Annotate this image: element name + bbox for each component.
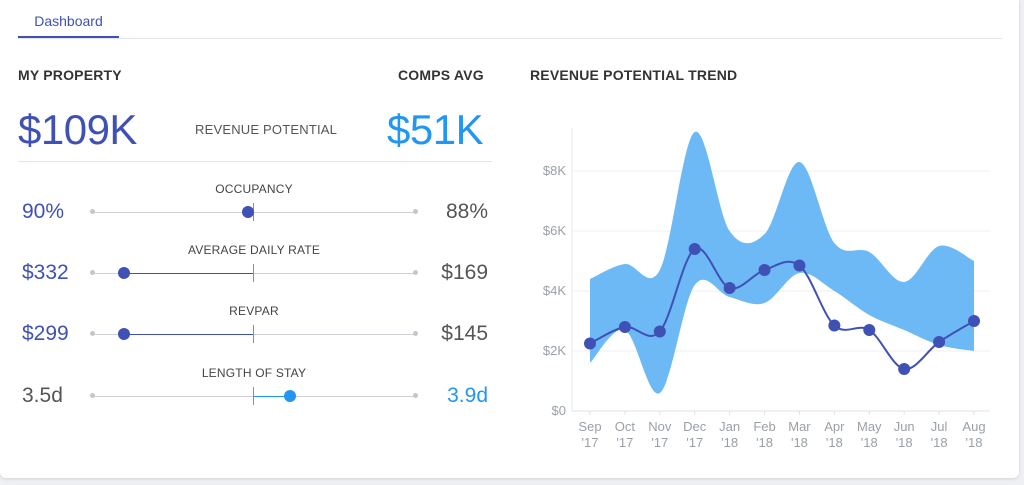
x-tick-year-label: '17 [651,435,668,450]
data-point [968,315,980,327]
metric-knob [118,328,131,340]
metric-my-property-value: 90% [22,200,65,223]
track-start-dot [90,331,95,336]
y-tick-label: $0 [552,403,566,418]
track-center-mark [253,325,254,343]
data-point [793,259,806,272]
metric-my-property-value: $332 [22,261,69,284]
track-start-dot [90,209,95,214]
x-tick-label: Oct [615,419,636,434]
x-tick-year-label: '17 [616,435,633,450]
tab-dashboard[interactable]: Dashboard [18,0,119,38]
data-point [584,337,596,350]
metric-row: OCCUPANCY 90% 88% [0,182,500,244]
metric-knob [241,206,254,218]
x-tick-year-label: '17 [582,435,599,450]
x-tick-label: Aug [962,419,985,434]
x-tick-label: Jan [719,419,740,434]
metric-knob [118,267,131,279]
x-tick-year-label: '18 [931,435,948,450]
y-tick-label: $8K [543,163,566,178]
x-tick-label: Sep [578,419,601,434]
revenue-trend-chart: $0$2K$4K$6K$8KSep'17Oct'17Nov'17Dec'17Ja… [543,128,990,450]
divider [18,161,492,162]
track-center-mark [253,264,254,282]
data-point [898,363,911,375]
metric-track [92,212,416,213]
x-tick-year-label: '18 [966,435,983,450]
metric-difference-bar [124,334,253,335]
metric-row: LENGTH OF STAY 3.5d 3.9d [0,366,500,428]
x-tick-label: May [857,419,882,434]
metric-my-property-value: 3.5d [22,384,63,407]
y-tick-label: $2K [543,343,566,358]
x-tick-label: Jun [894,419,915,434]
metric-knob [283,390,296,402]
track-start-dot [90,270,95,275]
x-tick-year-label: '18 [721,435,738,450]
tab-bar: Dashboard [18,0,1002,39]
metric-track [92,334,416,335]
metric-label: LENGTH OF STAY [201,366,307,380]
data-point [618,321,631,333]
my-property-heading: MY PROPERTY [18,67,122,83]
metric-my-property-value: $299 [22,322,69,345]
x-tick-label: Mar [788,419,811,434]
y-tick-label: $6K [543,223,566,238]
x-tick-year-label: '18 [896,435,913,450]
data-point [758,264,771,276]
x-tick-year-label: '18 [826,435,843,450]
metric-difference-bar [253,396,290,397]
track-start-dot [90,393,95,398]
metric-comps-value: 88% [445,200,488,223]
metric-row: REVPAR $299 $145 [0,304,500,366]
y-tick-label: $4K [543,283,566,298]
track-end-dot [413,331,418,336]
data-point [688,243,701,255]
my-revenue-potential-value: $109K [18,106,137,153]
metric-difference-bar [124,273,253,274]
metric-track [92,273,416,274]
metric-comps-value: $145 [441,322,488,345]
metric-row: AVERAGE DAILY RATE $332 $169 [0,243,500,305]
comps-revenue-potential-value: $51K [387,106,484,153]
track-end-dot [413,270,418,275]
x-tick-label: Feb [753,419,775,434]
x-tick-label: Nov [648,419,672,434]
data-point [653,325,666,338]
data-point [933,336,946,348]
x-tick-year-label: '18 [791,435,808,450]
metric-comps-value: $169 [441,261,488,284]
data-point [828,319,841,332]
revenue-potential-label: REVENUE POTENTIAL [195,122,338,137]
comps-avg-heading: COMPS AVG [398,67,484,83]
data-point [863,324,876,336]
data-point [723,282,736,294]
x-tick-label: Apr [824,419,845,434]
metric-label: AVERAGE DAILY RATE [187,243,321,257]
x-tick-year-label: '18 [756,435,773,450]
x-tick-label: Dec [683,419,707,434]
x-tick-label: Jul [931,419,948,434]
track-end-dot [413,209,418,214]
trend-chart-title: REVENUE POTENTIAL TREND [530,67,738,83]
metric-label: OCCUPANCY [215,182,293,196]
metric-comps-value: 3.9d [447,384,488,407]
track-end-dot [413,393,418,398]
x-tick-year-label: '18 [861,435,878,450]
x-tick-year-label: '17 [686,435,703,450]
metric-label: REVPAR [229,304,279,318]
